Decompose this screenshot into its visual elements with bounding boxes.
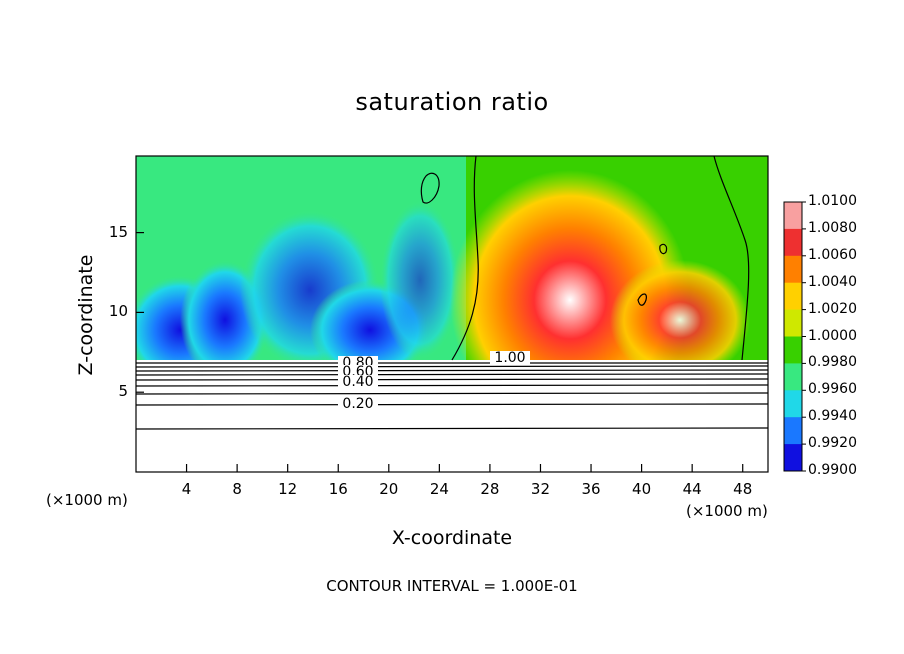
- y-tick-label: 5: [118, 382, 128, 401]
- colorbar-swatch: [784, 363, 802, 391]
- colorbar-label: 1.0080: [808, 219, 857, 236]
- contour-label-bg: [490, 351, 530, 364]
- contour-label: 0.40: [342, 374, 373, 390]
- colorbar-swatch: [784, 444, 802, 472]
- colorbar-label: 1.0020: [808, 300, 857, 317]
- x-tick-label: 12: [278, 480, 298, 498]
- colorbar-swatch: [784, 228, 802, 257]
- colorbar-swatch: [784, 336, 802, 364]
- x-tick-label: 16: [328, 480, 348, 498]
- field-layer: [136, 156, 768, 472]
- chart-title: saturation ratio: [355, 88, 549, 116]
- x-tick-label: 20: [379, 480, 399, 498]
- colorbar-label: 0.9960: [808, 381, 857, 398]
- colorbar-label: 1.0060: [808, 246, 857, 263]
- colorbar-swatch: [784, 255, 802, 284]
- field-wet-blob-2: [610, 260, 750, 380]
- x-tick-label: 44: [682, 480, 702, 498]
- x-tick-label: 28: [480, 480, 500, 498]
- contour-lines: [135, 155, 769, 430]
- x-unit-right: (×1000 m): [686, 502, 768, 520]
- x-tick-label: 24: [429, 480, 449, 498]
- field-lower-region: [136, 360, 768, 472]
- colorbar-label: 0.9920: [808, 435, 857, 452]
- x-tick-label: 8: [232, 480, 242, 498]
- colorbar-label: 0.9900: [808, 462, 857, 478]
- colorbar-swatch: [784, 309, 802, 337]
- colorbar-swatch: [784, 202, 802, 230]
- contour-label-bg: [338, 375, 378, 388]
- x-tick-label: 40: [632, 480, 652, 498]
- y-tick-label: 15: [108, 222, 128, 241]
- y-axis-ticks: [136, 232, 144, 393]
- contour-label-group: 0.800.600.400.201.00: [338, 350, 530, 412]
- colorbar-label: 0.9940: [808, 408, 857, 425]
- y-tick-label: 10: [108, 302, 128, 321]
- colorbar-label: 1.0100: [808, 193, 857, 209]
- x-tick-label: 48: [733, 480, 753, 498]
- colorbar-label: 1.0040: [808, 273, 857, 290]
- contour-interval-footer: CONTOUR INTERVAL = 1.000E-01: [326, 577, 578, 595]
- x-tick-label: 4: [181, 480, 192, 498]
- x-axis-label: X-coordinate: [391, 527, 513, 549]
- x-tick-label: 36: [581, 480, 601, 498]
- colorbar: [783, 201, 806, 472]
- field-dry-blob-5: [380, 200, 460, 360]
- colorbar-label: 0.9980: [808, 354, 857, 371]
- x-tick-label: 32: [530, 480, 551, 498]
- contour-label: 1.00: [494, 350, 525, 366]
- colorbar-swatch: [784, 417, 802, 445]
- contour-label-bg: [338, 397, 378, 410]
- colorbar-label: 1.0000: [808, 327, 857, 344]
- contour-label-bg: [338, 365, 378, 378]
- contour-label: 0.20: [342, 396, 373, 412]
- x-axis-ticks: [185, 464, 744, 472]
- colorbar-swatch: [784, 282, 802, 311]
- plot-frame: [135, 155, 769, 473]
- colorbar-swatch: [784, 390, 802, 418]
- y-axis-label: Z-coordinate: [75, 254, 97, 376]
- x-unit-left: (×1000 m): [46, 491, 128, 509]
